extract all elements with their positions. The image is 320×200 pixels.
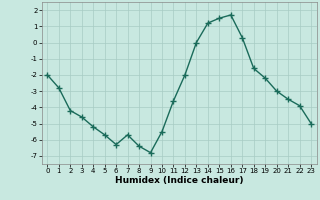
X-axis label: Humidex (Indice chaleur): Humidex (Indice chaleur) — [115, 176, 244, 185]
